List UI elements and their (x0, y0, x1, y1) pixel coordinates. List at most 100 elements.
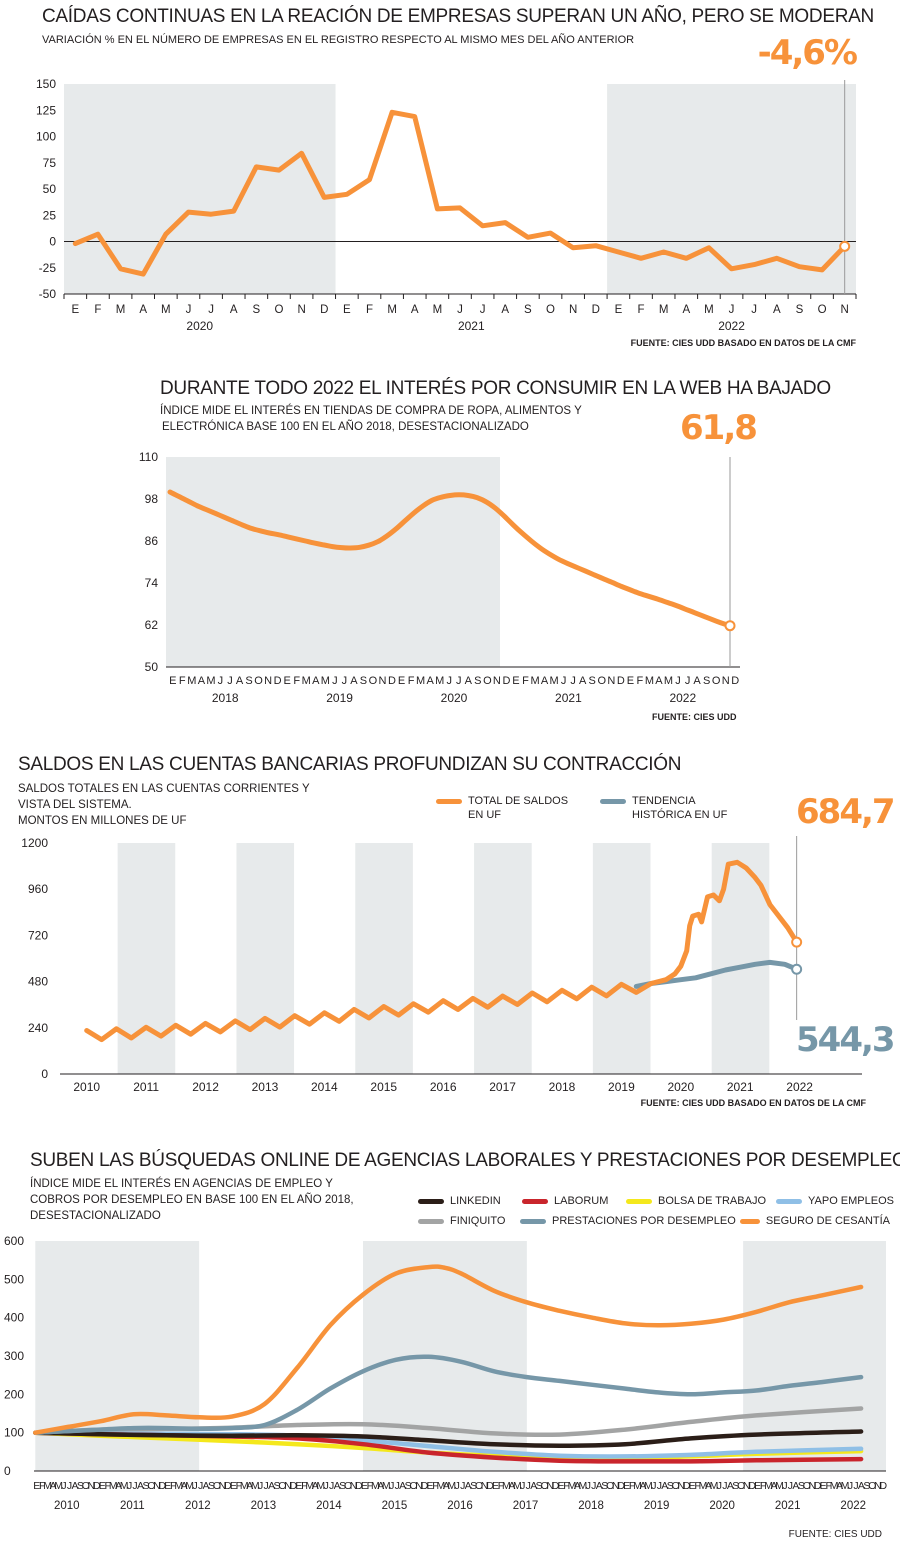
x-tick-label: E (283, 675, 290, 687)
x-tick-label: A (115, 1480, 122, 1492)
x-tick-label: M (382, 1480, 391, 1492)
chart3-highlight-trend: 544,3 (796, 1020, 896, 1060)
x-tick-label: E (627, 675, 634, 687)
x-tick-label: M (416, 675, 425, 687)
shaded-band-1 (236, 843, 295, 1074)
x-tick-label: J (685, 675, 691, 687)
chart2-section: DURANTE TODO 2022 EL INTERÉS POR CONSUMI… (0, 0, 900, 740)
x-tick-label: D (486, 1480, 494, 1492)
y-tick-label: 86 (145, 534, 159, 548)
y-tick-label: 110 (139, 450, 158, 464)
x-tick-label: M (764, 1480, 773, 1492)
x-tick-label: S (208, 1480, 215, 1492)
chart3-subtitle-1: SALDOS TOTALES EN LAS CUENTAS CORRIENTES… (18, 783, 310, 795)
legend-item-laborum: LABORUM (522, 1194, 622, 1208)
legend-label: FINIQUITO (450, 1215, 506, 1227)
y-tick-label: 0 (49, 235, 56, 249)
year-label: 2015 (370, 1080, 397, 1094)
x-tick-label: O (409, 1480, 417, 1492)
chart1-source: FUENTE: CIES UDD BASADO EN DATOS DE LA C… (630, 338, 856, 348)
x-tick-label: O (369, 675, 378, 687)
x-tick-label: F (637, 675, 644, 687)
x-tick-label: J (526, 1480, 531, 1492)
x-tick-label: D (159, 1480, 167, 1492)
year-label: 2015 (382, 1500, 408, 1512)
year-label: 2019 (644, 1500, 670, 1512)
x-tick-label: M (321, 675, 330, 687)
x-tick-label: F (432, 1480, 438, 1492)
x-tick-label: J (675, 675, 681, 687)
x-tick-label: E (558, 1480, 565, 1492)
x-tick-label: A (236, 675, 244, 687)
x-tick-label: J (455, 1480, 460, 1492)
x-tick-label: E (689, 1480, 696, 1492)
x-tick-label: A (137, 1480, 144, 1492)
x-tick-label: F (293, 675, 300, 687)
x-tick-label: A (465, 675, 473, 687)
x-tick-label: N (219, 1480, 227, 1492)
x-tick-label: D (320, 304, 328, 316)
legend-swatch (626, 1199, 652, 1204)
x-tick-label: E (164, 1480, 171, 1492)
x-tick-label: F (760, 1480, 766, 1492)
x-tick-label: A (501, 304, 509, 316)
x-tick-label: A (377, 1480, 384, 1492)
x-tick-label: E (33, 1480, 40, 1492)
legend-swatch (418, 1199, 444, 1204)
y-tick-label: 100 (4, 1426, 24, 1440)
x-tick-label: N (88, 1480, 96, 1492)
legend-swatch (436, 799, 462, 804)
x-tick-label: D (617, 1480, 625, 1492)
x-tick-label: D (93, 1480, 101, 1492)
x-tick-label: J (460, 1480, 465, 1492)
x-tick-label: M (579, 1480, 588, 1492)
x-tick-label: D (592, 304, 600, 316)
x-tick-label: D (552, 1480, 560, 1492)
x-tick-label: M (530, 675, 539, 687)
y-tick-label: 75 (43, 156, 57, 170)
y-tick-label: 1200 (21, 836, 48, 850)
x-tick-label: F (629, 1480, 635, 1492)
x-tick-label: M (120, 1480, 129, 1492)
y-tick-label: 480 (28, 975, 48, 989)
x-tick-label: D (502, 675, 510, 687)
y-tick-label: 200 (4, 1387, 24, 1401)
y-tick-label: 300 (4, 1349, 24, 1363)
series-line (167, 489, 733, 629)
legend-swatch (522, 1199, 548, 1204)
shaded-band-0 (64, 84, 336, 294)
x-tick-label: M (371, 1480, 380, 1492)
x-tick-label: F (94, 304, 101, 316)
x-tick-label: O (672, 1480, 680, 1492)
y-tick-label: 150 (36, 77, 56, 91)
x-tick-label: N (481, 1480, 489, 1492)
chart3-subtitle-3: MONTOS EN MILLONES DE UF (18, 815, 187, 827)
x-tick-label: N (415, 1480, 423, 1492)
x-tick-label: M (659, 304, 669, 316)
x-tick-label: E (99, 1480, 106, 1492)
y-tick-label: 100 (36, 130, 56, 144)
x-tick-label: M (447, 1480, 456, 1492)
y-tick-label: 74 (145, 576, 159, 590)
y-tick-label: 600 (4, 1234, 24, 1248)
x-tick-label: O (147, 1480, 155, 1492)
x-tick-label: J (520, 1480, 525, 1492)
chart1-highlight: -4,6% (757, 33, 858, 73)
chart3-svg: 0 240 480 720 960 1200 2010 2011 2012 2013 2014 201… (21, 836, 862, 1094)
x-tick-label: F (170, 1480, 176, 1492)
x-tick-label: O (712, 675, 721, 687)
year-label: 2022 (669, 691, 696, 705)
shaded-band-4 (592, 843, 651, 1074)
year-label: 2011 (120, 1500, 145, 1512)
year-label: 2014 (311, 1080, 338, 1094)
x-tick-label: D (355, 1480, 363, 1492)
legend-swatch (520, 1219, 546, 1224)
legend-label: TENDENCIA HISTÓRICA EN UF (632, 795, 728, 821)
x-tick-label: M (502, 1480, 511, 1492)
x-tick-label: E (426, 1480, 433, 1492)
x-tick-label: M (116, 304, 126, 316)
shaded-band (166, 457, 500, 667)
chart3-title: SALDOS EN LAS CUENTAS BANCARIAS PROFUNDI… (18, 754, 682, 775)
x-tick-label: A (705, 1480, 712, 1492)
shaded-band-1 (607, 84, 856, 294)
